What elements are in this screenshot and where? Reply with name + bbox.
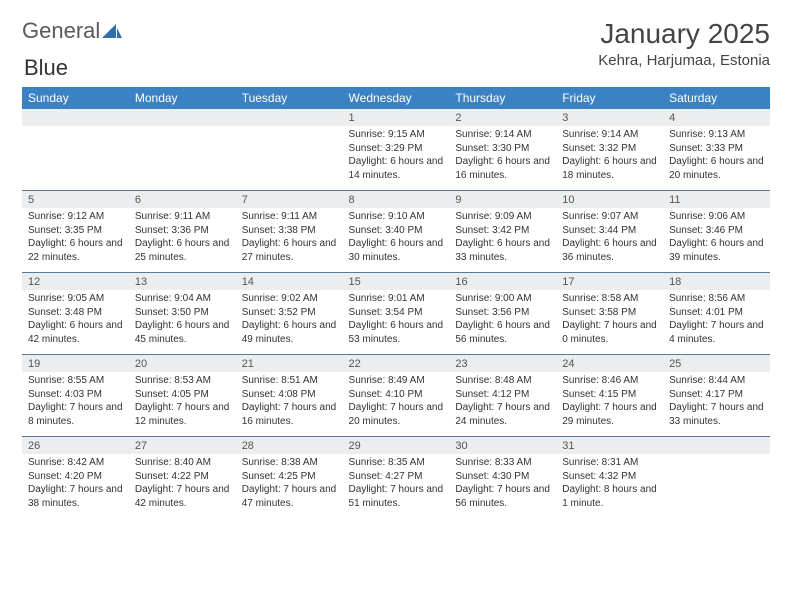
calendar-page: General January 2025 Kehra, Harjumaa, Es…	[0, 0, 792, 530]
day-number-cell: 7	[236, 191, 343, 209]
day-detail-cell: Sunrise: 8:53 AMSunset: 4:05 PMDaylight:…	[129, 372, 236, 437]
day-header-cell: Sunday	[22, 87, 129, 109]
day-number-cell: 31	[556, 437, 663, 455]
day-number-cell: 8	[343, 191, 450, 209]
day-detail-cell: Sunrise: 9:10 AMSunset: 3:40 PMDaylight:…	[343, 208, 450, 273]
day-detail-cell: Sunrise: 9:00 AMSunset: 3:56 PMDaylight:…	[449, 290, 556, 355]
brand-text-1: General	[22, 18, 100, 44]
day-number-cell	[236, 109, 343, 126]
day-detail-cell: Sunrise: 8:49 AMSunset: 4:10 PMDaylight:…	[343, 372, 450, 437]
day-number-cell: 1	[343, 109, 450, 126]
day-number-cell: 11	[663, 191, 770, 209]
day-number-cell: 26	[22, 437, 129, 455]
day-number-cell: 23	[449, 355, 556, 373]
day-detail-cell: Sunrise: 9:13 AMSunset: 3:33 PMDaylight:…	[663, 126, 770, 191]
day-detail-cell: Sunrise: 9:04 AMSunset: 3:50 PMDaylight:…	[129, 290, 236, 355]
day-number-cell: 19	[22, 355, 129, 373]
day-header-cell: Thursday	[449, 87, 556, 109]
week-detail-row: Sunrise: 9:15 AMSunset: 3:29 PMDaylight:…	[22, 126, 770, 191]
day-detail-cell: Sunrise: 9:02 AMSunset: 3:52 PMDaylight:…	[236, 290, 343, 355]
day-detail-cell: Sunrise: 9:06 AMSunset: 3:46 PMDaylight:…	[663, 208, 770, 273]
day-detail-cell: Sunrise: 8:58 AMSunset: 3:58 PMDaylight:…	[556, 290, 663, 355]
day-number-cell: 10	[556, 191, 663, 209]
week-number-row: 567891011	[22, 191, 770, 209]
day-detail-cell: Sunrise: 8:38 AMSunset: 4:25 PMDaylight:…	[236, 454, 343, 518]
day-header-cell: Tuesday	[236, 87, 343, 109]
day-detail-cell: Sunrise: 9:01 AMSunset: 3:54 PMDaylight:…	[343, 290, 450, 355]
week-detail-row: Sunrise: 8:55 AMSunset: 4:03 PMDaylight:…	[22, 372, 770, 437]
day-detail-cell: Sunrise: 8:46 AMSunset: 4:15 PMDaylight:…	[556, 372, 663, 437]
day-number-cell: 9	[449, 191, 556, 209]
week-number-row: 12131415161718	[22, 273, 770, 291]
day-detail-cell: Sunrise: 9:12 AMSunset: 3:35 PMDaylight:…	[22, 208, 129, 273]
day-detail-cell	[236, 126, 343, 191]
day-number-cell: 4	[663, 109, 770, 126]
week-detail-row: Sunrise: 9:12 AMSunset: 3:35 PMDaylight:…	[22, 208, 770, 273]
day-detail-cell	[663, 454, 770, 518]
calendar-table: SundayMondayTuesdayWednesdayThursdayFrid…	[22, 87, 770, 518]
day-detail-cell: Sunrise: 9:11 AMSunset: 3:38 PMDaylight:…	[236, 208, 343, 273]
day-number-cell: 16	[449, 273, 556, 291]
location-text: Kehra, Harjumaa, Estonia	[598, 52, 770, 69]
week-detail-row: Sunrise: 9:05 AMSunset: 3:48 PMDaylight:…	[22, 290, 770, 355]
day-detail-cell: Sunrise: 8:33 AMSunset: 4:30 PMDaylight:…	[449, 454, 556, 518]
day-number-cell	[129, 109, 236, 126]
week-number-row: 19202122232425	[22, 355, 770, 373]
day-detail-cell: Sunrise: 8:31 AMSunset: 4:32 PMDaylight:…	[556, 454, 663, 518]
week-number-row: 262728293031	[22, 437, 770, 455]
day-number-cell: 2	[449, 109, 556, 126]
day-number-cell: 29	[343, 437, 450, 455]
day-detail-cell: Sunrise: 9:14 AMSunset: 3:32 PMDaylight:…	[556, 126, 663, 191]
day-number-cell: 20	[129, 355, 236, 373]
day-number-cell: 3	[556, 109, 663, 126]
day-number-cell: 13	[129, 273, 236, 291]
day-number-cell: 12	[22, 273, 129, 291]
day-header-cell: Saturday	[663, 87, 770, 109]
day-header-cell: Wednesday	[343, 87, 450, 109]
day-detail-cell: Sunrise: 8:44 AMSunset: 4:17 PMDaylight:…	[663, 372, 770, 437]
day-detail-cell: Sunrise: 8:56 AMSunset: 4:01 PMDaylight:…	[663, 290, 770, 355]
day-detail-cell: Sunrise: 8:40 AMSunset: 4:22 PMDaylight:…	[129, 454, 236, 518]
day-number-cell: 27	[129, 437, 236, 455]
day-detail-cell	[22, 126, 129, 191]
day-number-cell: 14	[236, 273, 343, 291]
week-detail-row: Sunrise: 8:42 AMSunset: 4:20 PMDaylight:…	[22, 454, 770, 518]
day-detail-cell: Sunrise: 9:14 AMSunset: 3:30 PMDaylight:…	[449, 126, 556, 191]
day-detail-cell: Sunrise: 9:11 AMSunset: 3:36 PMDaylight:…	[129, 208, 236, 273]
day-detail-cell: Sunrise: 8:48 AMSunset: 4:12 PMDaylight:…	[449, 372, 556, 437]
day-number-cell: 6	[129, 191, 236, 209]
day-number-cell	[663, 437, 770, 455]
day-number-cell	[22, 109, 129, 126]
day-detail-cell: Sunrise: 9:07 AMSunset: 3:44 PMDaylight:…	[556, 208, 663, 273]
month-title: January 2025	[598, 18, 770, 50]
day-number-cell: 17	[556, 273, 663, 291]
day-detail-cell: Sunrise: 8:35 AMSunset: 4:27 PMDaylight:…	[343, 454, 450, 518]
day-number-cell: 22	[343, 355, 450, 373]
week-number-row: 1234	[22, 109, 770, 126]
day-header-cell: Friday	[556, 87, 663, 109]
day-number-cell: 15	[343, 273, 450, 291]
day-number-cell: 18	[663, 273, 770, 291]
day-number-cell: 5	[22, 191, 129, 209]
day-detail-cell: Sunrise: 8:55 AMSunset: 4:03 PMDaylight:…	[22, 372, 129, 437]
day-number-cell: 24	[556, 355, 663, 373]
day-detail-cell	[129, 126, 236, 191]
day-header-cell: Monday	[129, 87, 236, 109]
day-number-cell: 30	[449, 437, 556, 455]
day-detail-cell: Sunrise: 9:15 AMSunset: 3:29 PMDaylight:…	[343, 126, 450, 191]
title-block: January 2025 Kehra, Harjumaa, Estonia	[598, 18, 770, 69]
day-number-cell: 25	[663, 355, 770, 373]
brand-sail-icon	[102, 20, 122, 46]
day-number-cell: 21	[236, 355, 343, 373]
brand-text-2: Blue	[24, 55, 68, 80]
day-detail-cell: Sunrise: 8:51 AMSunset: 4:08 PMDaylight:…	[236, 372, 343, 437]
day-header-row: SundayMondayTuesdayWednesdayThursdayFrid…	[22, 87, 770, 109]
brand-logo: General	[22, 18, 123, 44]
day-number-cell: 28	[236, 437, 343, 455]
day-detail-cell: Sunrise: 8:42 AMSunset: 4:20 PMDaylight:…	[22, 454, 129, 518]
day-detail-cell: Sunrise: 9:09 AMSunset: 3:42 PMDaylight:…	[449, 208, 556, 273]
day-detail-cell: Sunrise: 9:05 AMSunset: 3:48 PMDaylight:…	[22, 290, 129, 355]
